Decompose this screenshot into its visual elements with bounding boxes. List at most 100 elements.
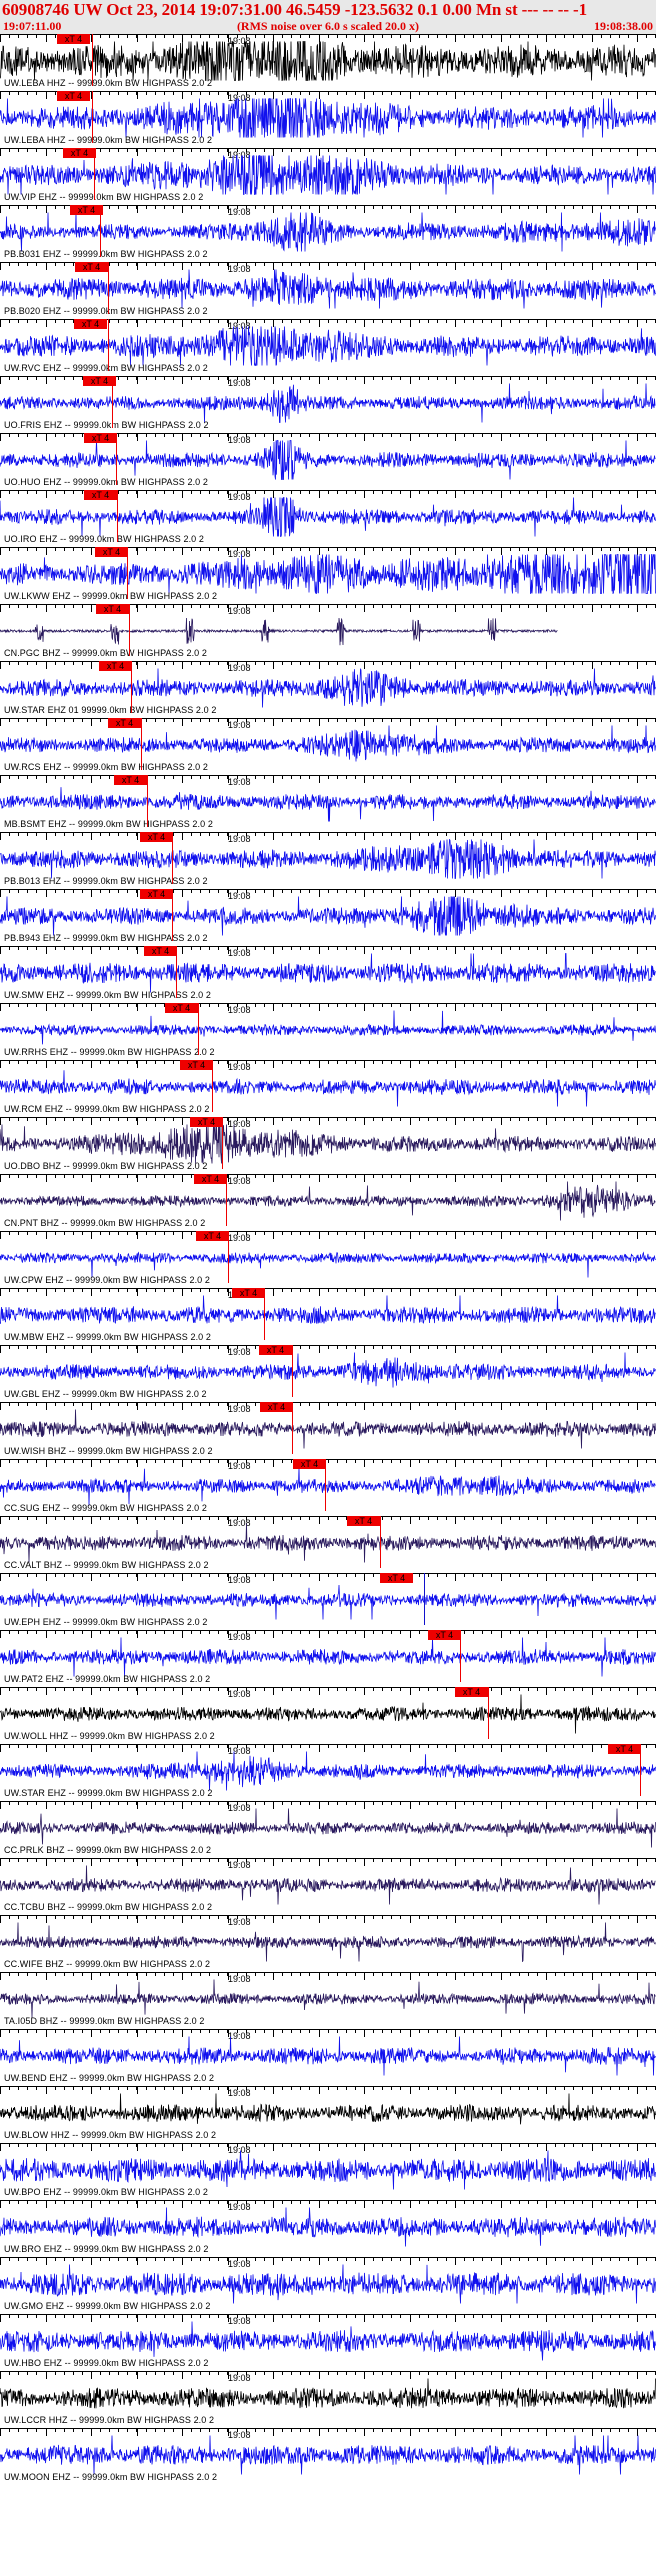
trace-row[interactable]: 19:08 PB.B031 EHZ -- 99999.0km BW HIGHPAS… — [0, 205, 656, 262]
trace-row[interactable]: 19:08 UW.CPW EHZ -- 99999.0km BW HIGHPASS… — [0, 1231, 656, 1288]
trace-row[interactable]: 19:08 UW.RVC EHZ -- 99999.0km BW HIGHPASS… — [0, 319, 656, 376]
axis-tick — [373, 34, 374, 38]
trace-row[interactable]: 19:08 UO.DBO BHZ -- 99999.0km BW HIGHPASS… — [0, 1117, 656, 1174]
pick-tag[interactable]: xT 4 — [95, 547, 128, 557]
axis-tick — [246, 1060, 247, 1064]
pick-tag[interactable]: xT 4 — [84, 433, 117, 443]
trace-row[interactable]: 19:08 UW.BEND EHZ -- 99999.0km BW HIGHPAS… — [0, 2029, 656, 2086]
trace-row[interactable]: 19:08 UW.LEBA HHZ -- 99999.0km BW HIGHPAS… — [0, 91, 656, 148]
trace-row[interactable]: 19:08 UW.VIP EHZ -- 99999.0km BW HIGHPASS… — [0, 148, 656, 205]
trace-row[interactable]: 19:08 CC.PRLK BHZ -- 99999.0km BW HIGHPAS… — [0, 1801, 656, 1858]
pick-tag[interactable]: xT 4 — [190, 1117, 223, 1127]
trace-row[interactable]: 19:08 CC.VALT BHZ -- 99999.0km BW HIGHPAS… — [0, 1516, 656, 1573]
trace-row[interactable]: 19:08 UW.STAR EHZ 01 99999.0km BW HIGHPAS… — [0, 661, 656, 718]
axis-tick — [537, 91, 538, 95]
pick-tag[interactable]: xT 4 — [84, 490, 117, 500]
trace-row[interactable]: 19:08 UW.STAR EHZ -- 99999.0km BW HIGHPAS… — [0, 1744, 656, 1801]
pick-tag[interactable]: xT 4 — [380, 1573, 413, 1583]
trace-row[interactable]: 19:08 CC.SUG EHZ -- 99999.0km BW HIGHPASS… — [0, 1459, 656, 1516]
axis-tick-major — [273, 1744, 274, 1752]
trace-row[interactable]: 19:08 UW.EPH EHZ -- 99999.0km BW HIGHPASS… — [0, 1573, 656, 1630]
trace-row[interactable]: 19:08 UW.RCS EHZ -- 99999.0km BW HIGHPASS… — [0, 718, 656, 775]
trace-row[interactable]: 19:08 UW.LEBA HHZ -- 99999.0km BW HIGHPAS… — [0, 34, 656, 91]
trace-row[interactable]: 19:08 UO.IRO EHZ -- 99999.0km BW HIGHPASS… — [0, 490, 656, 547]
axis-tick — [146, 2029, 147, 2033]
axis-tick — [173, 262, 174, 266]
axis-tick — [246, 34, 247, 38]
trace-row[interactable]: 19:08 CN.PNT BHZ -- 99999.0km BW HIGHPASS… — [0, 1174, 656, 1231]
trace-row[interactable]: 19:08 UW.GMO EHZ -- 99999.0km BW HIGHPASS… — [0, 2257, 656, 2314]
pick-tag[interactable]: xT 4 — [428, 1630, 461, 1640]
axis-tick-major — [0, 1915, 1, 1923]
axis-tick — [55, 775, 56, 779]
trace-row[interactable]: 19:08 UW.WOLL HHZ -- 99999.0km BW HIGHPAS… — [0, 1687, 656, 1744]
pick-tag[interactable]: xT 4 — [455, 1687, 488, 1697]
trace-row[interactable]: 19:08 PB.B020 EHZ -- 99999.0km BW HIGHPAS… — [0, 262, 656, 319]
pick-tag[interactable]: xT 4 — [96, 604, 129, 614]
trace-row[interactable]: 19:08 UW.LKWW EHZ -- 99999.0km BW HIGHPAS… — [0, 547, 656, 604]
pick-tag[interactable]: xT 4 — [99, 661, 132, 671]
pick-tag[interactable]: xT 4 — [57, 91, 90, 101]
pick-tag[interactable]: xT 4 — [140, 889, 173, 899]
trace-row[interactable]: 19:08 UO.FRIS EHZ -- 99999.0km BW HIGHPAS… — [0, 376, 656, 433]
axis-tick-major — [228, 2200, 229, 2208]
trace-row[interactable]: 19:08 CC.WIFE BHZ -- 99999.0km BW HIGHPAS… — [0, 1915, 656, 1972]
pick-tag[interactable]: xT 4 — [165, 1003, 198, 1013]
pick-tag[interactable]: xT 4 — [196, 1231, 229, 1241]
axis-tick — [291, 889, 292, 893]
pick-tag[interactable]: xT 4 — [180, 1060, 213, 1070]
pick-tag[interactable]: xT 4 — [140, 832, 173, 842]
trace-row[interactable]: 19:08 CN.PGC BHZ -- 99999.0km BW HIGHPASS… — [0, 604, 656, 661]
trace-row[interactable]: 19:08 CC.TCBU BHZ -- 99999.0km BW HIGHPAS… — [0, 1858, 656, 1915]
axis-tick — [419, 1516, 420, 1520]
trace-row[interactable]: 19:08 TA.I05D BHZ -- 99999.0km BW HIGHPAS… — [0, 1972, 656, 2029]
pick-tag[interactable]: xT 4 — [232, 1288, 265, 1298]
pick-tag[interactable]: xT 4 — [194, 1174, 227, 1184]
trace-row[interactable]: 19:08 UW.GBL EHZ -- 99999.0km BW HIGHPASS… — [0, 1345, 656, 1402]
axis-tick — [510, 1402, 511, 1406]
trace-row[interactable]: 19:08 UW.PAT2 EHZ -- 99999.0km BW HIGHPAS… — [0, 1630, 656, 1687]
axis-tick-major — [319, 2200, 320, 2208]
time-tick-label: 19:08 — [228, 1062, 251, 1072]
trace-row[interactable]: 19:08 UW.BPO EHZ -- 99999.0km BW HIGHPASS… — [0, 2143, 656, 2200]
trace-row[interactable]: 19:08 UO.HUO EHZ -- 99999.0km BW HIGHPASS… — [0, 433, 656, 490]
trace-row[interactable]: 19:08 MB.BSMT EHZ -- 99999.0km BW HIGHPAS… — [0, 775, 656, 832]
pick-tag[interactable]: xT 4 — [347, 1516, 380, 1526]
pick-tag[interactable]: xT 4 — [83, 376, 116, 386]
pick-tag[interactable]: xT 4 — [74, 319, 107, 329]
pick-tag[interactable]: xT 4 — [144, 946, 177, 956]
axis-tick — [109, 2200, 110, 2204]
trace-row[interactable]: 19:08 UW.WISH BHZ -- 99999.0km BW HIGHPAS… — [0, 1402, 656, 1459]
trace-row[interactable]: 19:08 UW.RCM EHZ -- 99999.0km BW HIGHPASS… — [0, 1060, 656, 1117]
pick-tag[interactable]: xT 4 — [57, 34, 90, 44]
axis-tick — [82, 604, 83, 608]
pick-tag[interactable]: xT 4 — [114, 775, 147, 785]
pick-tag[interactable]: xT 4 — [75, 262, 108, 272]
trace-row[interactable]: 19:08 UW.LCCR HHZ -- 99999.0km BW HIGHPAS… — [0, 2371, 656, 2428]
pick-tag[interactable]: xT 4 — [108, 718, 141, 728]
axis-tick — [164, 1573, 165, 1577]
trace-row[interactable]: 19:08 UW.SMW EHZ -- 99999.0km BW HIGHPASS… — [0, 946, 656, 1003]
pick-tag[interactable]: xT 4 — [63, 148, 96, 158]
trace-row[interactable]: 19:08 PB.B013 EHZ -- 99999.0km BW HIGHPAS… — [0, 832, 656, 889]
pick-tag[interactable]: xT 4 — [70, 205, 103, 215]
axis-tick-major — [501, 1174, 502, 1182]
trace-row[interactable]: 19:08 UW.HBO EHZ -- 99999.0km BW HIGHPASS… — [0, 2314, 656, 2371]
axis-tick — [555, 1573, 556, 1577]
trace-row[interactable]: 19:08 UW.BLOW HHZ -- 99999.0km BW HIGHPAS… — [0, 2086, 656, 2143]
trace-row[interactable]: 19:08 UW.RRHS EHZ -- 99999.0km BW HIGHPAS… — [0, 1003, 656, 1060]
axis-tick — [428, 1972, 429, 1976]
trace-row[interactable]: 19:08 UW.BRO EHZ -- 99999.0km BW HIGHPASS… — [0, 2200, 656, 2257]
axis-tick — [355, 2257, 356, 2261]
axis-tick — [582, 490, 583, 494]
trace-row[interactable]: 19:08 PB.B943 EHZ -- 99999.0km BW HIGHPAS… — [0, 889, 656, 946]
trace-row[interactable]: 19:08 UW.MOON EHZ -- 99999.0km BW HIGHPAS… — [0, 2428, 656, 2485]
axis-tick — [473, 1516, 474, 1520]
pick-tag[interactable]: xT 4 — [259, 1345, 292, 1355]
axis-tick — [428, 661, 429, 665]
axis-tick — [146, 1231, 147, 1235]
pick-tag[interactable]: xT 4 — [293, 1459, 326, 1469]
pick-tag[interactable]: xT 4 — [260, 1402, 293, 1412]
pick-tag[interactable]: xT 4 — [608, 1744, 641, 1754]
